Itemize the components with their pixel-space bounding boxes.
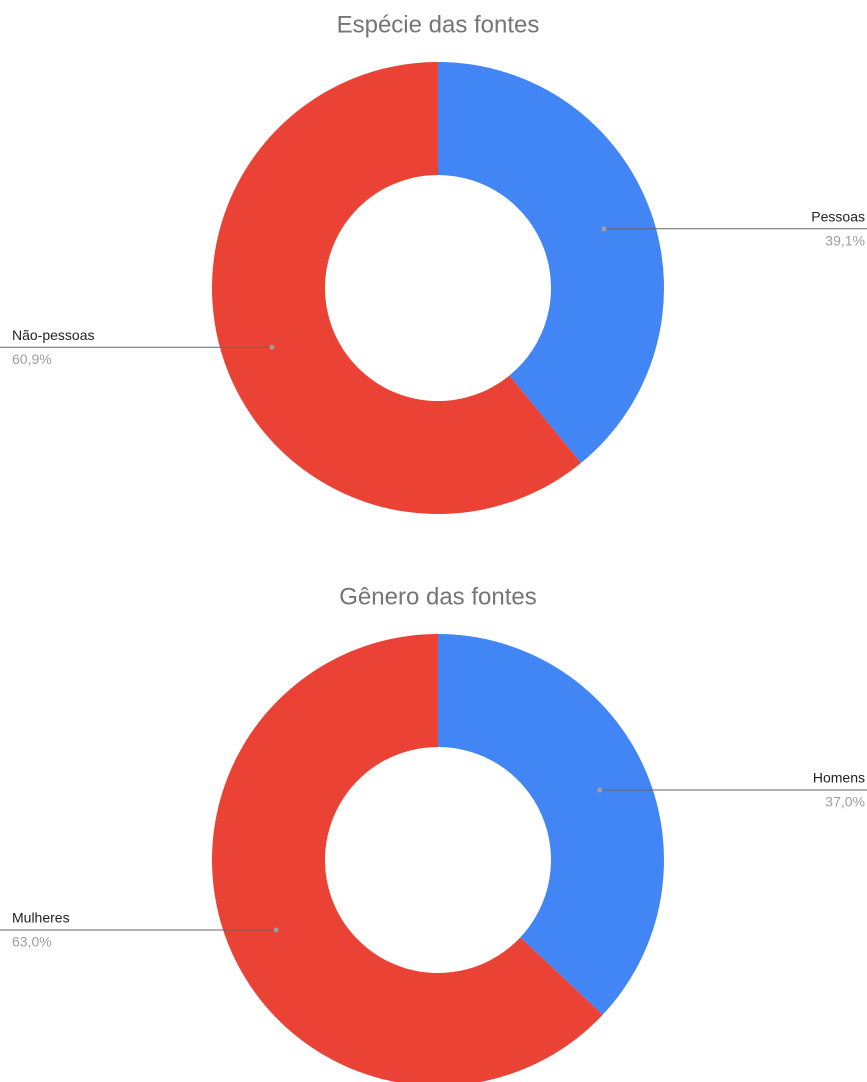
slice-label: Pessoas [811, 209, 865, 225]
chart-title: Espécie das fontes [337, 11, 540, 38]
slice-value: 39,1% [825, 233, 865, 249]
donut-slice [212, 634, 603, 1082]
leader-dot [601, 226, 607, 232]
donut-slice [438, 62, 664, 464]
slice-value: 37,0% [825, 794, 865, 810]
chart-title: Gênero das fontes [339, 583, 536, 610]
slice-label: Mulheres [12, 910, 70, 926]
leader-dot [269, 344, 275, 350]
slice-value: 60,9% [12, 351, 52, 367]
donut-slice [438, 634, 664, 1015]
leader-dot [273, 927, 279, 933]
slice-label: Homens [813, 770, 865, 786]
leader-dot [597, 787, 603, 793]
slice-label: Não-pessoas [12, 327, 95, 343]
slice-value: 63,0% [12, 934, 52, 950]
donut-slice [211, 62, 581, 514]
